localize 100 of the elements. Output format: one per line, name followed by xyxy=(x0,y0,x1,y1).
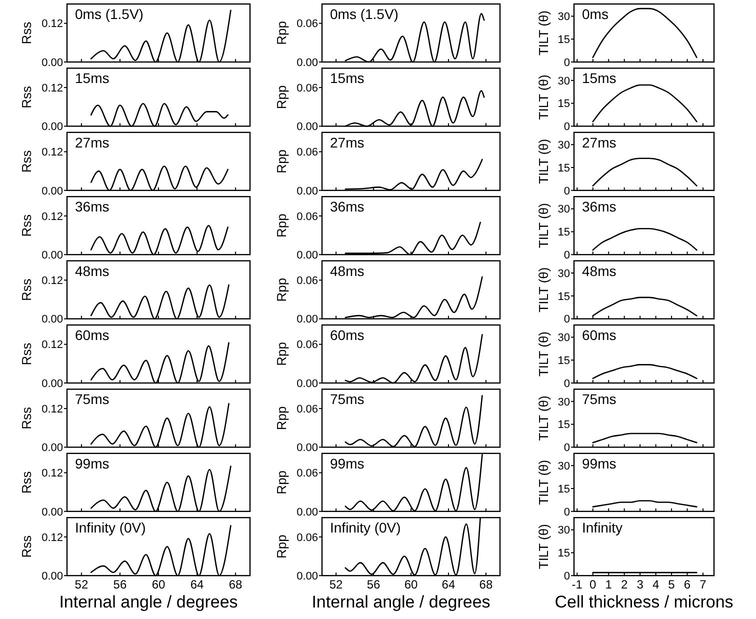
y-tick-label: 15 xyxy=(558,483,570,496)
y-tick-label: 0.12 xyxy=(42,82,63,94)
y-axis-title: TILT (θ) xyxy=(536,396,551,441)
y-tick-label: 0 xyxy=(564,378,570,390)
y-axis-title: TILT (θ) xyxy=(536,138,551,184)
chart-title: 48ms xyxy=(582,262,616,279)
y-axis-title: Rss xyxy=(19,21,34,44)
x-tick-label: 64 xyxy=(190,578,204,592)
y-tick-label: 0.00 xyxy=(296,56,318,69)
y-axis-title: Rss xyxy=(19,86,34,108)
chart-title: 48ms xyxy=(330,262,364,279)
chart-title: 99ms xyxy=(75,455,110,472)
y-tick-label: 0 xyxy=(564,185,570,198)
y-tick-label: 0.00 xyxy=(296,506,318,518)
y-tick-label: 0.06 xyxy=(296,468,318,480)
x-axis-title: Cell thickness / microns xyxy=(554,592,734,612)
y-axis-title: TILT (θ) xyxy=(536,460,551,505)
x-tick-label: 68 xyxy=(479,578,493,592)
y-axis-title: Rpp xyxy=(274,342,289,366)
y-tick-label: 0.00 xyxy=(296,121,318,134)
x-tick-label: -1 xyxy=(572,578,583,592)
x-axis-title: Internal angle / degrees xyxy=(312,592,490,612)
y-axis-title: Rss xyxy=(19,150,34,173)
y-tick-label: 30 xyxy=(558,204,570,216)
x-tick-label: 2 xyxy=(620,578,628,592)
y-tick-label: 0.00 xyxy=(42,506,63,518)
chart-title: 27ms xyxy=(75,134,110,150)
chart-title: 60ms xyxy=(582,327,616,343)
y-tick-label: 0 xyxy=(564,506,570,518)
x-tick-label: 1 xyxy=(605,578,612,592)
chart-title: 15ms xyxy=(75,70,110,86)
y-axis-title: Rss xyxy=(19,342,34,366)
x-tick-label: 68 xyxy=(228,578,243,592)
y-tick-label: 0 xyxy=(564,56,570,69)
y-axis-title: TILT (θ) xyxy=(536,10,551,56)
chart-title: 0ms (1.5V) xyxy=(75,6,144,22)
chart-title: 99ms xyxy=(582,455,616,472)
y-tick-label: 0.06 xyxy=(296,82,318,94)
y-tick-label: 0.06 xyxy=(296,210,318,223)
y-tick-label: 0.06 xyxy=(296,18,318,30)
y-tick-label: 0.12 xyxy=(42,339,63,352)
y-tick-label: 15 xyxy=(558,34,570,46)
y-tick-label: 0.06 xyxy=(296,532,318,544)
y-axis-title: TILT (θ) xyxy=(536,203,551,248)
y-tick-label: 0.06 xyxy=(296,274,318,287)
y-tick-label: 0.12 xyxy=(42,146,63,159)
x-tick-label: 3 xyxy=(636,578,644,592)
y-axis-title: Rss xyxy=(19,278,34,301)
chart-title: 75ms xyxy=(582,391,616,408)
y-tick-label: 30 xyxy=(558,524,570,537)
y-tick-label: 0.06 xyxy=(296,339,318,352)
chart-title: 0ms (1.5V) xyxy=(330,6,398,22)
y-tick-label: 0.00 xyxy=(296,442,318,454)
y-axis-title: Rss xyxy=(19,214,34,237)
y-axis-title: TILT (θ) xyxy=(536,74,551,120)
chart-title: 60ms xyxy=(75,327,110,343)
chart-title: 36ms xyxy=(75,198,110,215)
y-tick-label: 0.00 xyxy=(42,570,63,582)
x-tick-label: 5 xyxy=(668,578,676,592)
y-tick-label: 0.06 xyxy=(296,146,318,159)
y-tick-label: 0.12 xyxy=(42,274,63,287)
y-tick-label: 0.00 xyxy=(42,378,63,390)
y-tick-label: 0.00 xyxy=(296,314,318,326)
y-axis-title: TILT (θ) xyxy=(536,524,551,570)
chart-title: 75ms xyxy=(75,391,110,408)
y-tick-label: 15 xyxy=(558,419,570,432)
y-tick-label: 30 xyxy=(558,268,570,280)
y-tick-label: 0.00 xyxy=(296,249,318,262)
y-tick-label: 30 xyxy=(558,11,570,24)
chart-title: 60ms xyxy=(330,327,364,343)
y-axis-title: Rpp xyxy=(274,534,289,559)
y-tick-label: 0.12 xyxy=(42,18,63,30)
x-tick-label: 64 xyxy=(442,578,456,592)
y-tick-label: 15 xyxy=(558,290,570,303)
y-tick-label: 0.12 xyxy=(42,468,63,480)
y-tick-label: 0 xyxy=(564,121,570,134)
y-axis-title: TILT (θ) xyxy=(536,331,551,377)
y-axis-title: Rpp xyxy=(274,85,289,110)
y-tick-label: 0.06 xyxy=(296,403,318,416)
y-tick-label: 0.00 xyxy=(42,121,63,134)
chart-title: 99ms xyxy=(330,455,364,472)
y-tick-label: 0.12 xyxy=(42,403,63,416)
chart-title: 15ms xyxy=(330,70,364,86)
y-axis-title: Rss xyxy=(19,406,34,430)
y-tick-label: 0 xyxy=(564,249,570,262)
y-axis-title: Rpp xyxy=(274,21,289,45)
y-tick-label: 15 xyxy=(558,354,570,367)
chart-title: Infinity (0V) xyxy=(330,520,401,536)
y-axis-title: Rpp xyxy=(274,214,289,238)
chart-title: 36ms xyxy=(330,198,364,215)
y-axis-title: TILT (θ) xyxy=(536,267,551,312)
x-tick-label: 7 xyxy=(700,578,707,592)
x-tick-label: 56 xyxy=(366,578,381,592)
y-axis-title: Rpp xyxy=(274,278,289,302)
chart-title: 15ms xyxy=(582,70,616,86)
x-tick-label: 60 xyxy=(152,578,166,592)
x-tick-label: 6 xyxy=(684,578,691,592)
y-tick-label: 0.00 xyxy=(42,56,63,69)
y-tick-label: 30 xyxy=(558,139,570,152)
y-tick-label: 15 xyxy=(558,548,570,560)
